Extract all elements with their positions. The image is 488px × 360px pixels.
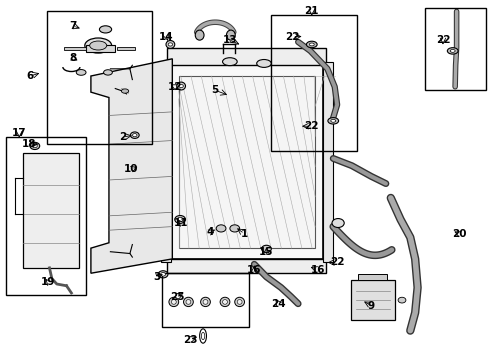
Bar bbox=[86, 45, 115, 51]
Ellipse shape bbox=[30, 142, 40, 149]
Ellipse shape bbox=[201, 332, 204, 339]
Ellipse shape bbox=[216, 225, 225, 232]
Ellipse shape bbox=[261, 245, 271, 252]
Text: 20: 20 bbox=[451, 229, 466, 239]
Bar bbox=[167, 48, 326, 65]
Text: 5: 5 bbox=[211, 85, 219, 95]
Text: 13: 13 bbox=[222, 35, 237, 45]
Text: 22: 22 bbox=[285, 32, 299, 41]
Ellipse shape bbox=[32, 144, 37, 148]
Ellipse shape bbox=[84, 38, 111, 53]
Text: 8: 8 bbox=[69, 53, 76, 63]
Bar bbox=[64, 46, 86, 50]
Text: 9: 9 bbox=[367, 301, 374, 311]
Ellipse shape bbox=[168, 43, 172, 46]
Ellipse shape bbox=[195, 30, 203, 40]
Bar bbox=[322, 62, 332, 262]
Text: 1: 1 bbox=[241, 229, 247, 239]
Ellipse shape bbox=[171, 300, 176, 304]
Ellipse shape bbox=[200, 297, 210, 307]
Bar bbox=[424, 8, 485, 90]
Bar bbox=[171, 65, 322, 259]
Text: 15: 15 bbox=[259, 247, 273, 257]
Text: 11: 11 bbox=[174, 218, 188, 228]
Text: 6: 6 bbox=[26, 71, 34, 81]
Bar bbox=[117, 46, 135, 50]
Text: 4: 4 bbox=[206, 227, 214, 237]
Text: 16: 16 bbox=[310, 265, 324, 275]
Ellipse shape bbox=[309, 43, 314, 46]
Ellipse shape bbox=[327, 118, 338, 124]
Ellipse shape bbox=[160, 273, 165, 276]
Text: 24: 24 bbox=[271, 299, 285, 309]
Polygon shape bbox=[91, 59, 172, 273]
Ellipse shape bbox=[306, 41, 317, 48]
Ellipse shape bbox=[132, 134, 137, 137]
Ellipse shape bbox=[174, 216, 185, 224]
Ellipse shape bbox=[185, 300, 190, 304]
Ellipse shape bbox=[222, 58, 237, 66]
Bar bbox=[160, 62, 171, 262]
Text: 18: 18 bbox=[21, 139, 36, 149]
Text: 22: 22 bbox=[435, 35, 449, 45]
Text: 10: 10 bbox=[124, 164, 138, 174]
Bar bbox=[167, 259, 326, 273]
Text: 7: 7 bbox=[69, 21, 77, 31]
Bar bbox=[47, 12, 152, 144]
Ellipse shape bbox=[449, 49, 454, 52]
Ellipse shape bbox=[237, 300, 242, 304]
Ellipse shape bbox=[331, 219, 344, 228]
Text: 22: 22 bbox=[304, 121, 318, 131]
Bar bbox=[357, 274, 386, 280]
Text: 12: 12 bbox=[168, 82, 182, 92]
Ellipse shape bbox=[76, 69, 86, 75]
Bar bbox=[271, 15, 356, 151]
Ellipse shape bbox=[179, 85, 183, 87]
Ellipse shape bbox=[89, 41, 106, 50]
Text: 16: 16 bbox=[246, 265, 261, 275]
Bar bbox=[350, 280, 394, 320]
Ellipse shape bbox=[130, 132, 139, 138]
Ellipse shape bbox=[234, 297, 244, 307]
Ellipse shape bbox=[121, 89, 128, 93]
Ellipse shape bbox=[229, 225, 239, 232]
Text: 14: 14 bbox=[159, 32, 173, 41]
Text: 2: 2 bbox=[119, 132, 126, 142]
Ellipse shape bbox=[168, 297, 178, 307]
Bar bbox=[22, 153, 79, 268]
Ellipse shape bbox=[226, 30, 235, 40]
Text: 3: 3 bbox=[153, 272, 160, 282]
Ellipse shape bbox=[220, 297, 229, 307]
Ellipse shape bbox=[183, 297, 193, 307]
Ellipse shape bbox=[203, 300, 207, 304]
Ellipse shape bbox=[447, 48, 457, 54]
Text: 22: 22 bbox=[329, 257, 344, 267]
Ellipse shape bbox=[165, 41, 174, 48]
Bar bbox=[161, 273, 249, 327]
Text: 21: 21 bbox=[304, 6, 318, 17]
Ellipse shape bbox=[176, 82, 185, 90]
Ellipse shape bbox=[158, 271, 167, 278]
Ellipse shape bbox=[222, 300, 227, 304]
Ellipse shape bbox=[330, 120, 335, 122]
Bar bbox=[5, 137, 86, 295]
Text: 17: 17 bbox=[12, 129, 26, 138]
Ellipse shape bbox=[99, 26, 111, 33]
Text: 19: 19 bbox=[41, 277, 56, 287]
Ellipse shape bbox=[177, 217, 183, 222]
Text: 25: 25 bbox=[170, 292, 184, 302]
Ellipse shape bbox=[397, 297, 405, 303]
Bar bbox=[178, 76, 315, 248]
Ellipse shape bbox=[256, 59, 271, 67]
Text: 23: 23 bbox=[182, 334, 197, 345]
Ellipse shape bbox=[103, 70, 112, 75]
